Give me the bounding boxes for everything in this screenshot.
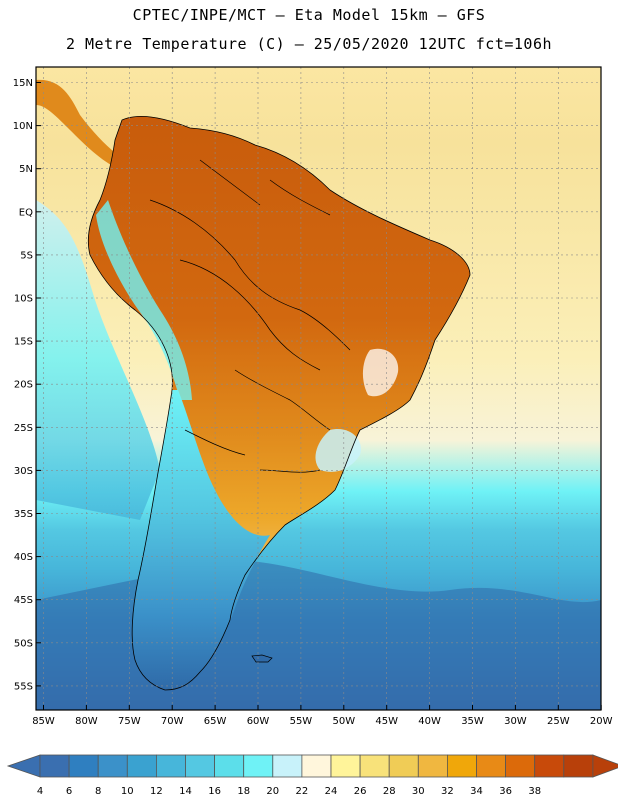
central-america-land — [36, 79, 125, 170]
colorbar-swatch — [214, 754, 245, 778]
colorbar-swatch — [330, 754, 361, 778]
colorbar-tick-label: 20 — [266, 786, 279, 797]
colorbar-left-arrow — [6, 754, 41, 778]
southern-cone-cold — [132, 390, 270, 690]
lon-label: 65W — [204, 716, 227, 727]
colorbar-tick-label: 6 — [66, 786, 72, 797]
colorbar-tick-label: 4 — [37, 786, 43, 797]
colorbar-tick-label: 34 — [470, 786, 483, 797]
colorbar-swatch — [417, 754, 448, 778]
andes-cool-ridge — [96, 200, 192, 400]
lat-label: 30S — [14, 466, 33, 477]
falklands-land — [251, 654, 273, 663]
colorbar-tick-label: 28 — [383, 786, 396, 797]
colorbar-swatch — [505, 754, 536, 778]
lon-label: 25W — [547, 716, 570, 727]
pacific-cool-band — [36, 200, 160, 520]
colorbar-swatch — [301, 754, 332, 778]
lat-label: 55S — [14, 681, 33, 692]
lat-label: EQ — [19, 207, 33, 218]
lat-label: 15N — [13, 78, 33, 89]
lat-label: 35S — [14, 509, 33, 520]
colorbar-swatch — [68, 754, 99, 778]
colorbar-tick-label: 24 — [325, 786, 338, 797]
country-borders — [149, 159, 351, 473]
colorbar-tick-label: 8 — [95, 786, 101, 797]
lon-label: 30W — [504, 716, 527, 727]
lon-label: 45W — [375, 716, 398, 727]
colorbar-swatch — [359, 754, 390, 778]
colorbar-tick-label: 16 — [208, 786, 221, 797]
colorbar-tick-label: 36 — [499, 786, 512, 797]
colorbar-right-arrow — [592, 754, 618, 778]
colorbar-swatch — [243, 754, 274, 778]
lat-label: 10N — [13, 121, 33, 132]
lat-label: 25S — [14, 423, 33, 434]
colorbar-tick-label: 22 — [296, 786, 309, 797]
colorbar-swatch — [476, 754, 507, 778]
lat-label: 10S — [14, 294, 33, 305]
colorbar-swatch — [388, 754, 419, 778]
lon-label: 80W — [75, 716, 98, 727]
graticule — [36, 67, 601, 710]
colorbar-swatch — [39, 754, 70, 778]
lat-label: 40S — [14, 552, 33, 563]
lon-label: 60W — [247, 716, 270, 727]
colorbar-tick-label: 32 — [441, 786, 454, 797]
lon-label: 75W — [118, 716, 141, 727]
lon-label: 70W — [161, 716, 184, 727]
lon-label: 85W — [32, 716, 55, 727]
colorbar-tick-label: 18 — [237, 786, 250, 797]
lat-label: 5N — [19, 164, 33, 175]
map-frame — [35, 66, 602, 711]
colorbar-tick-label: 10 — [121, 786, 134, 797]
colorbar-swatch — [563, 754, 594, 778]
lat-label: 5S — [20, 250, 33, 261]
colorbar: 4 6 8 10 12 14 16 18 20 22 24 26 28 30 32 34 36 38 — [6, 754, 618, 797]
colorbar-swatch — [185, 754, 216, 778]
lat-label: 50S — [14, 638, 33, 649]
coastline — [87, 115, 471, 691]
lat-label: 15S — [14, 337, 33, 348]
southern-brazil-cool-patch — [315, 429, 361, 472]
colorbar-swatch — [126, 754, 157, 778]
colorbar-tick-label: 26 — [354, 786, 367, 797]
colorbar-tick-label: 30 — [412, 786, 425, 797]
colorbar-swatch — [155, 754, 186, 778]
colorbar-tick-label: 12 — [150, 786, 163, 797]
map-title-line-1: CPTEC/INPE/MCT — Eta Model 15km — GFS — [132, 6, 486, 24]
lon-label: 55W — [290, 716, 313, 727]
colorbar-swatch — [446, 754, 477, 778]
colorbar-tick-label: 14 — [179, 786, 192, 797]
lon-label: 40W — [418, 716, 441, 727]
map-title-line-2: 2 Metre Temperature (C) — 25/05/2020 12U… — [65, 35, 553, 53]
lon-label: 50W — [332, 716, 355, 727]
lon-label: 20W — [590, 716, 613, 727]
lat-label: 45S — [14, 595, 33, 606]
lat-label: 20S — [14, 380, 33, 391]
colorbar-swatch — [97, 754, 128, 778]
colorbar-swatch — [534, 754, 565, 778]
lon-label: 35W — [461, 716, 484, 727]
colorbar-tick-label: 38 — [528, 786, 541, 797]
colorbar-swatch — [272, 754, 303, 778]
